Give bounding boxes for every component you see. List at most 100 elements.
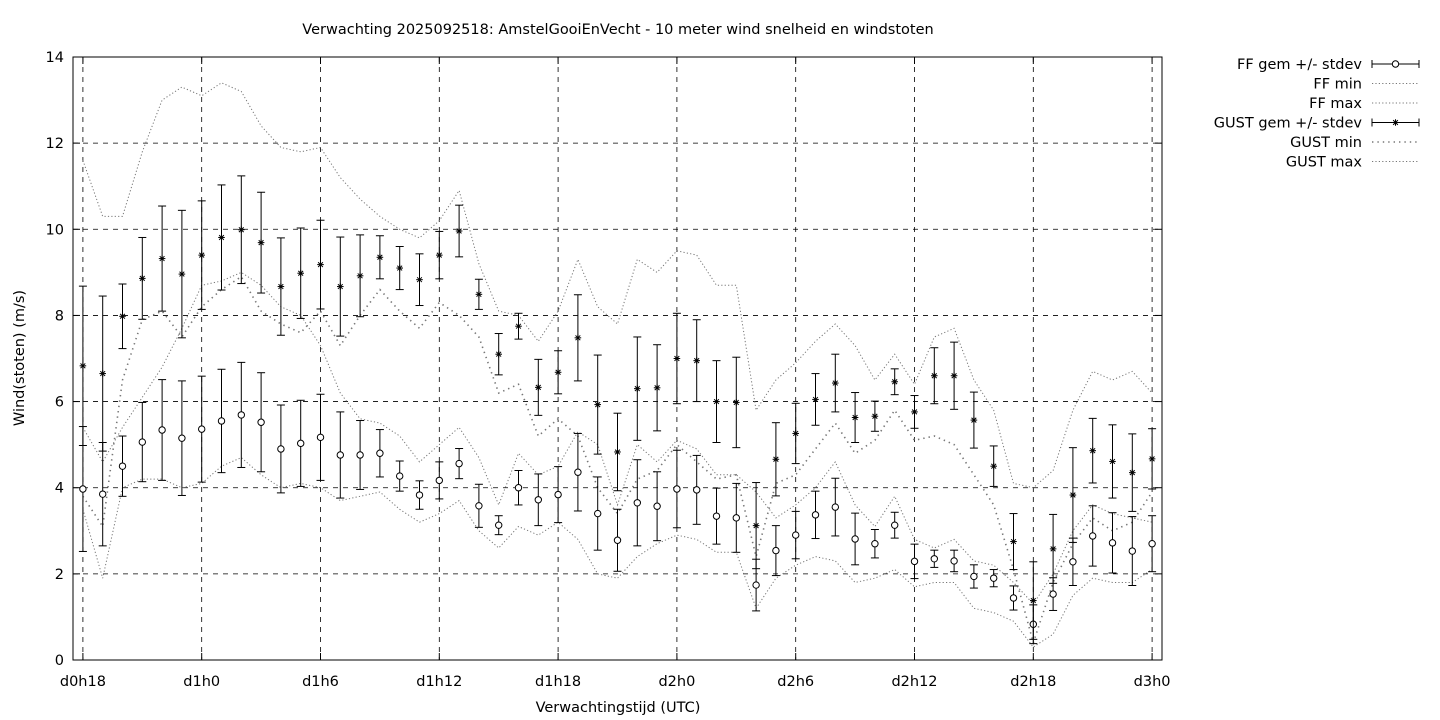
mean-marker <box>237 411 246 419</box>
mean-marker <box>1108 539 1117 547</box>
errorbar-point <box>712 487 721 545</box>
mean-marker <box>653 384 661 392</box>
errorbar-point <box>1068 447 1077 543</box>
mean-marker <box>1049 590 1057 598</box>
errorbar-point <box>336 411 345 499</box>
mean-marker <box>99 490 107 498</box>
errorbar-point <box>375 429 384 478</box>
mean-marker <box>1128 547 1137 555</box>
mean-marker <box>792 430 799 437</box>
errorbar-point <box>435 461 444 500</box>
errorbar-point <box>455 448 464 480</box>
mean-marker <box>1069 558 1077 566</box>
errorbar-point <box>1148 428 1157 490</box>
mean-marker <box>297 439 305 448</box>
errorbar-point <box>870 528 879 559</box>
mean-marker <box>594 401 601 408</box>
mean-marker <box>396 264 403 272</box>
errorbar-point <box>1108 424 1117 499</box>
mean-marker <box>99 370 106 377</box>
mean-marker <box>792 531 800 539</box>
x-tick-label: d2h0 <box>658 674 695 690</box>
mean-marker <box>811 511 820 519</box>
errorbar-point <box>514 469 523 506</box>
errorbar-point <box>217 368 226 474</box>
x-tick-label: d2h6 <box>777 674 814 690</box>
errorbar-point <box>771 525 780 577</box>
mean-marker <box>455 227 463 235</box>
mean-marker <box>218 234 225 241</box>
errorbar-point <box>237 175 246 285</box>
mean-marker <box>1009 594 1018 602</box>
x-tick-label: d1h18 <box>535 674 581 690</box>
chart-title: Verwachting 2025092518: AmstelGooiEnVech… <box>302 22 933 38</box>
x-tick-label: d0h18 <box>60 674 106 690</box>
mean-marker <box>1010 538 1017 545</box>
errorbar-point <box>158 205 167 312</box>
mean-marker <box>554 368 562 376</box>
errorbar-point <box>653 471 662 542</box>
mean-marker <box>752 522 760 529</box>
mean-marker <box>633 499 641 507</box>
mean-marker <box>732 514 740 522</box>
mean-marker <box>376 449 384 457</box>
errorbar-point <box>732 482 741 553</box>
errorbar-point <box>158 379 167 481</box>
legend-swatch <box>1371 118 1420 127</box>
errorbar-point <box>356 420 365 490</box>
errorbar-point <box>415 480 424 510</box>
errorbar-point <box>177 209 186 339</box>
errorbar-point <box>890 368 899 396</box>
errorbar-point <box>573 432 582 512</box>
mean-marker <box>673 485 681 493</box>
errorbar-point <box>534 473 543 527</box>
errorbar-point <box>118 283 127 350</box>
errorbar-point <box>969 391 978 449</box>
errorbar-point <box>296 399 305 487</box>
errorbar-point <box>435 230 444 280</box>
errorbar-point <box>217 184 226 291</box>
mean-marker <box>812 396 819 403</box>
y-tick-label: 6 <box>55 395 64 411</box>
mean-marker <box>831 503 839 511</box>
series-layer <box>78 82 1157 648</box>
x-tick-label: d1h12 <box>416 674 462 690</box>
legend-label: FF min <box>1313 77 1362 93</box>
y-tick-label: 12 <box>46 136 64 152</box>
errorbar-point <box>989 445 998 487</box>
errorbar-point <box>98 441 107 547</box>
errorbar-point <box>98 295 107 452</box>
x-tick-label: d2h12 <box>891 674 937 690</box>
errorbar-point <box>732 356 741 449</box>
errorbar-point <box>1108 512 1117 574</box>
mean-marker <box>851 535 859 543</box>
series-line-ff-max <box>82 271 1153 605</box>
mean-marker <box>752 581 760 589</box>
errorbar-point <box>771 422 780 497</box>
errorbar-point <box>593 354 602 455</box>
mean-marker <box>910 557 919 566</box>
legend-label: GUST max <box>1286 155 1363 171</box>
errorbar-point <box>811 490 820 540</box>
errorbar-point <box>237 361 246 468</box>
errorbar-point <box>534 358 543 416</box>
errorbar-point <box>316 393 325 481</box>
mean-marker <box>356 272 364 280</box>
errorbar-point <box>791 510 800 560</box>
errorbar-point <box>474 483 483 528</box>
mean-marker <box>356 451 364 459</box>
mean-marker <box>851 414 859 421</box>
x-tick-label: d2h18 <box>1010 674 1056 690</box>
errorbar-point <box>276 237 285 336</box>
errorbar-point <box>613 412 622 492</box>
mean-marker <box>950 372 958 380</box>
mean-marker <box>178 434 186 442</box>
errorbar-point <box>554 350 563 395</box>
errorbar-point <box>692 319 701 403</box>
errorbar-point <box>1029 561 1038 640</box>
x-axis-label: Verwachtingstijd (UTC) <box>536 700 701 716</box>
mean-marker <box>634 385 641 392</box>
mean-marker <box>1030 597 1037 604</box>
y-tick-label: 4 <box>55 481 64 497</box>
errorbar-point <box>910 395 919 429</box>
